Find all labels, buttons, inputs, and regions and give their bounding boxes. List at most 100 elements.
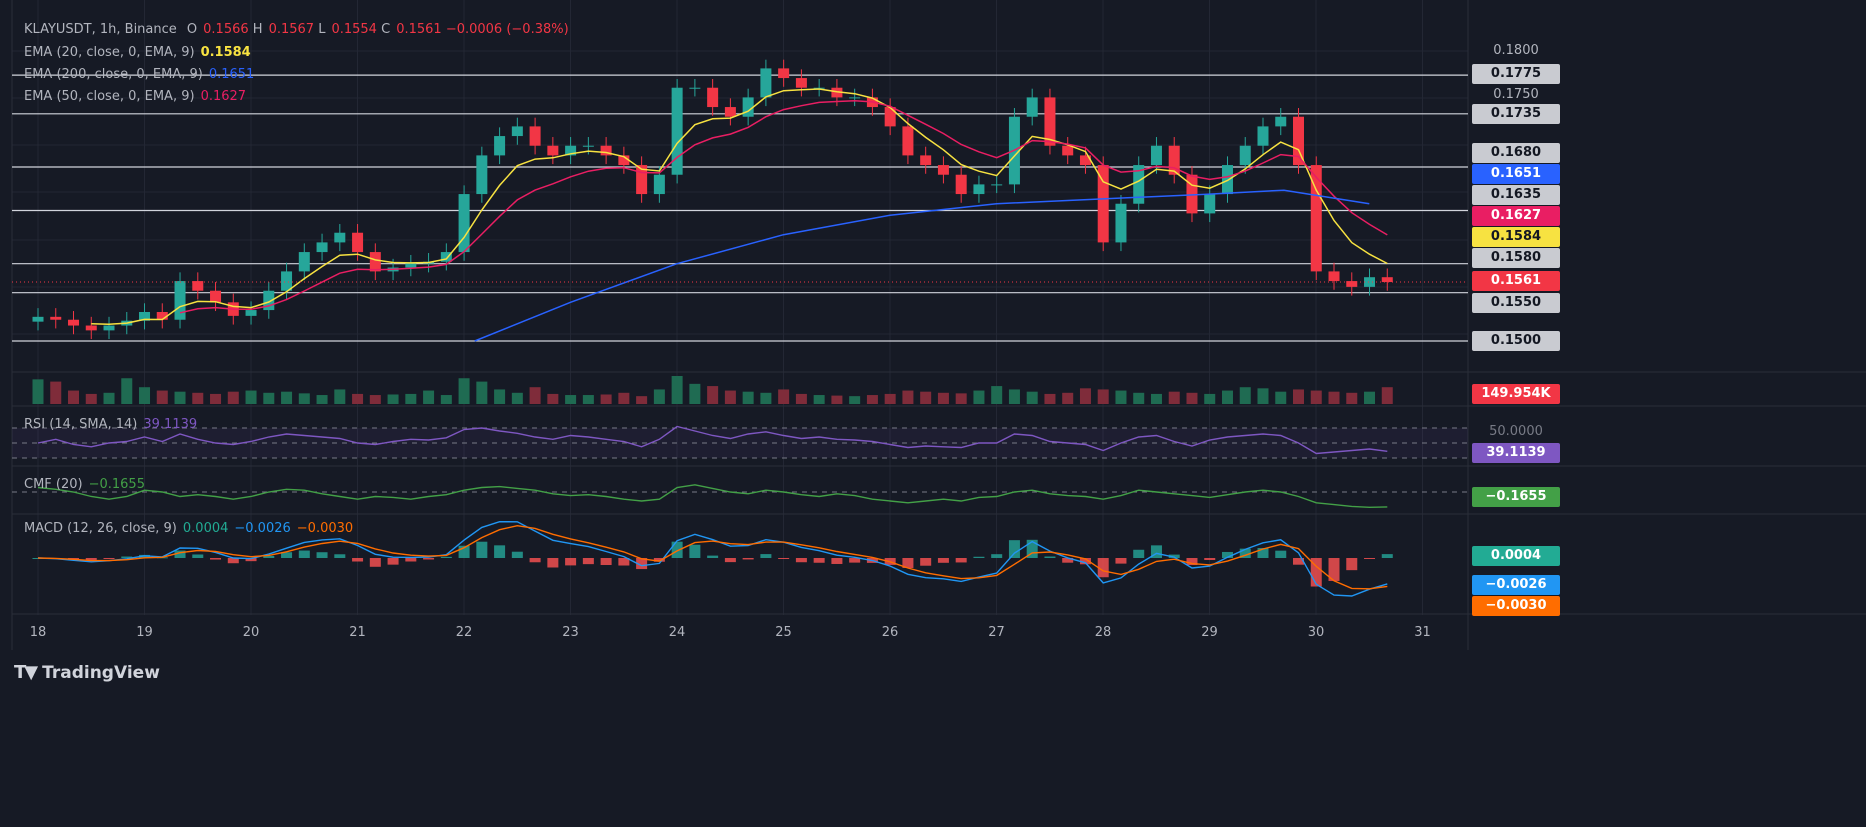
volume-bar bbox=[1310, 390, 1322, 404]
macd-histogram-bar bbox=[849, 558, 861, 563]
cmf-axis-label: −0.1655 bbox=[1472, 487, 1560, 507]
macd-histogram-bar bbox=[1079, 558, 1091, 565]
macd-histogram-bar bbox=[991, 554, 1003, 558]
candle-body bbox=[32, 316, 44, 322]
volume-bar bbox=[920, 391, 932, 404]
macd-histogram-bar bbox=[1239, 548, 1251, 558]
macd-histogram-bar bbox=[298, 550, 310, 558]
volume-bar bbox=[494, 389, 506, 404]
time-axis-label: 25 bbox=[775, 625, 792, 640]
volume-bar bbox=[50, 381, 62, 404]
rsi-line bbox=[37, 425, 1388, 455]
macd-histogram-bar bbox=[653, 558, 665, 562]
macd-histogram-bar bbox=[121, 556, 133, 558]
ema200-price-label: 0.1651 bbox=[1472, 164, 1560, 184]
cmf-legend[interactable]: CMF (20) −0.1655 bbox=[24, 477, 151, 492]
macd-histogram-bar bbox=[1204, 558, 1216, 561]
candle-body bbox=[1186, 174, 1198, 214]
macd-histogram-bar bbox=[618, 558, 630, 566]
candle-body bbox=[1204, 194, 1216, 214]
macd-histogram-bar bbox=[1381, 554, 1393, 558]
candle-body bbox=[298, 252, 310, 272]
volume-bar bbox=[1275, 391, 1287, 404]
level-price-label: 0.1500 bbox=[1472, 331, 1560, 351]
symbol-title[interactable]: KLAYUSDT, 1h, Binance bbox=[24, 22, 177, 37]
volume-bar bbox=[884, 393, 896, 404]
candle-body bbox=[1133, 165, 1145, 204]
open-value: 0.1566 bbox=[203, 22, 249, 37]
macd-histogram-bar bbox=[937, 558, 949, 563]
macd-histogram-bar bbox=[511, 551, 523, 558]
macd-histogram-bar bbox=[85, 558, 97, 560]
candle-body bbox=[1079, 155, 1091, 166]
volume-bar bbox=[192, 392, 204, 404]
macd-histogram-bar bbox=[902, 558, 914, 569]
macd-signal-line bbox=[37, 524, 1388, 590]
macd-histogram-bar bbox=[955, 558, 967, 563]
low-value: 0.1554 bbox=[331, 22, 377, 37]
ema50-legend[interactable]: EMA (50, close, 0, EMA, 9) 0.1627 bbox=[24, 89, 252, 104]
macd-histogram-bar bbox=[210, 558, 222, 560]
volume-bar bbox=[1221, 390, 1233, 404]
ema200-legend[interactable]: EMA (200, close, 0, EMA, 9) 0.1651 bbox=[24, 67, 260, 82]
macd-histogram-bar bbox=[920, 558, 932, 566]
volume-bar bbox=[387, 394, 399, 404]
high-value: 0.1567 bbox=[268, 22, 315, 37]
candle-body bbox=[902, 126, 914, 156]
volume-bar bbox=[1168, 391, 1180, 404]
volume-bar bbox=[813, 395, 825, 404]
volume-bar bbox=[529, 387, 541, 404]
macd-label: MACD (12, 26, close, 9) bbox=[24, 521, 177, 536]
time-axis-label: 29 bbox=[1201, 625, 1218, 640]
volume-bar bbox=[866, 395, 878, 404]
tradingview-logo-icon: 𝗧▼ bbox=[14, 662, 38, 683]
candle-body bbox=[707, 87, 719, 108]
macd-histogram-bar bbox=[813, 558, 825, 563]
level-price-label: 0.1635 bbox=[1472, 185, 1560, 205]
price-tick: 0.1800 bbox=[1493, 43, 1539, 58]
candle-body bbox=[458, 194, 470, 253]
volume-bar bbox=[1079, 388, 1091, 404]
time-axis-label: 24 bbox=[668, 625, 686, 640]
volume-bar bbox=[1115, 390, 1127, 404]
macd-histogram-bar bbox=[387, 558, 399, 565]
candle-body bbox=[1346, 281, 1358, 287]
macd-histogram-bar bbox=[1097, 558, 1109, 578]
ema20-legend[interactable]: EMA (20, close, 0, EMA, 9) 0.1584 bbox=[24, 45, 257, 60]
macd-histogram-bar bbox=[263, 555, 275, 558]
cmf-label: CMF (20) bbox=[24, 477, 83, 492]
tradingview-logo[interactable]: 𝗧▼ TradingView bbox=[14, 662, 160, 683]
ema20-price-label: 0.1584 bbox=[1472, 227, 1560, 247]
candle-body bbox=[884, 107, 896, 127]
volume-bar bbox=[1346, 392, 1358, 404]
volume-bar bbox=[1062, 392, 1074, 404]
macd-histogram-bar bbox=[600, 558, 612, 566]
volume-bar bbox=[1381, 387, 1393, 404]
candle-body bbox=[565, 145, 577, 156]
volume-bar bbox=[653, 389, 665, 404]
macd-histogram-bar bbox=[1044, 556, 1056, 558]
macd-legend[interactable]: MACD (12, 26, close, 9) 0.0004 −0.0026 −0.0… bbox=[24, 521, 359, 536]
candle-body bbox=[85, 325, 97, 331]
volume-bar bbox=[440, 395, 452, 404]
time-axis-label: 28 bbox=[1094, 625, 1112, 640]
macd-histogram-bar bbox=[1293, 558, 1305, 565]
volume-bar bbox=[121, 378, 133, 404]
rsi-legend[interactable]: RSI (14, SMA, 14) 39.1139 bbox=[24, 417, 203, 432]
volume-bar bbox=[547, 393, 559, 404]
time-axis-label: 22 bbox=[455, 625, 473, 640]
macd-signal-value: −0.0030 bbox=[296, 521, 354, 536]
last-price-label: 0.1561 bbox=[1472, 271, 1560, 291]
volume-bar bbox=[778, 389, 790, 404]
volume-bar bbox=[1133, 392, 1145, 404]
volume-bar bbox=[281, 391, 293, 404]
candle-body bbox=[1364, 277, 1376, 287]
time-axis-label: 26 bbox=[881, 625, 899, 640]
macd-histogram-bar bbox=[1275, 550, 1287, 558]
candle-body bbox=[991, 184, 1003, 186]
volume-bar bbox=[582, 395, 594, 404]
macd-histogram-bar bbox=[795, 558, 807, 563]
candle-body bbox=[636, 165, 648, 195]
